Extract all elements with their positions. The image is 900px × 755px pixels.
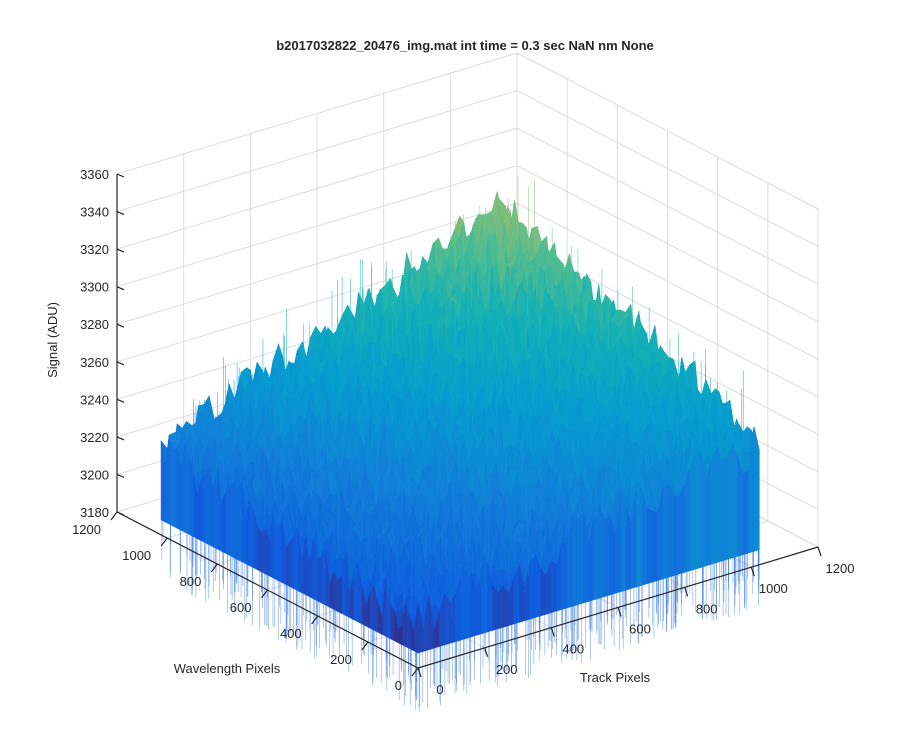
surface-skirt <box>286 542 290 586</box>
surface-skirt <box>503 587 508 628</box>
surface-skirt <box>674 496 679 575</box>
surface-skirt <box>738 456 743 556</box>
surface-skirt <box>653 511 658 582</box>
surface-skirt <box>541 568 546 616</box>
surface-skirt <box>201 476 205 543</box>
surface-skirt <box>229 483 233 557</box>
surface-skirt <box>290 537 294 589</box>
surface-skirt <box>338 576 342 613</box>
surface-skirt <box>173 447 177 528</box>
surface-skirt <box>599 506 604 598</box>
surface-skirt <box>278 521 282 582</box>
surface-skirt <box>685 469 690 572</box>
surface-skirt <box>621 495 626 592</box>
surface-skirt <box>466 572 471 638</box>
surface-skirt <box>249 501 253 568</box>
surface-skirt <box>237 482 241 561</box>
surface-skirt <box>717 447 722 562</box>
surface-skirt <box>530 556 535 619</box>
surface-skirt <box>663 485 668 579</box>
surface-skirt <box>262 530 266 574</box>
surface-skirt <box>233 483 237 559</box>
surface-skirt <box>562 539 567 610</box>
surface-skirt <box>567 524 572 608</box>
surface-skirt <box>551 561 556 612</box>
surface-skirt <box>690 454 695 571</box>
surface-skirt <box>711 447 716 564</box>
surface-skirt <box>722 455 727 561</box>
surface-skirt <box>185 444 189 535</box>
surface-skirt <box>189 458 193 537</box>
surface-skirt <box>498 587 503 629</box>
surface-skirt <box>743 471 748 555</box>
surface-skirt <box>679 485 684 574</box>
surface-skirt <box>573 520 578 607</box>
surface-skirt <box>294 528 298 591</box>
surface-skirt <box>205 468 209 544</box>
surface-skirt <box>669 485 674 578</box>
surface-skirt <box>169 435 173 526</box>
surface-skirt <box>450 595 455 643</box>
surface-skirt <box>493 586 498 631</box>
surface-skirt <box>258 526 262 572</box>
surface-skirt <box>754 427 759 551</box>
surface-skirt <box>727 443 732 559</box>
surface-skirt <box>637 486 642 587</box>
surface-skirt <box>445 594 450 645</box>
surface-skirt <box>318 557 322 603</box>
surface-skirt <box>706 461 711 566</box>
surface-skirt <box>647 508 652 583</box>
surface-skirt <box>322 549 326 605</box>
surface-skirt <box>594 506 599 600</box>
surface-skirt <box>225 488 229 556</box>
surface-skirt <box>221 494 225 553</box>
surface-skirt <box>390 604 394 640</box>
surface-skirt <box>578 513 583 605</box>
surface-skirt <box>695 453 700 569</box>
surface-skirt <box>733 443 738 558</box>
surface-skirt <box>605 516 610 596</box>
